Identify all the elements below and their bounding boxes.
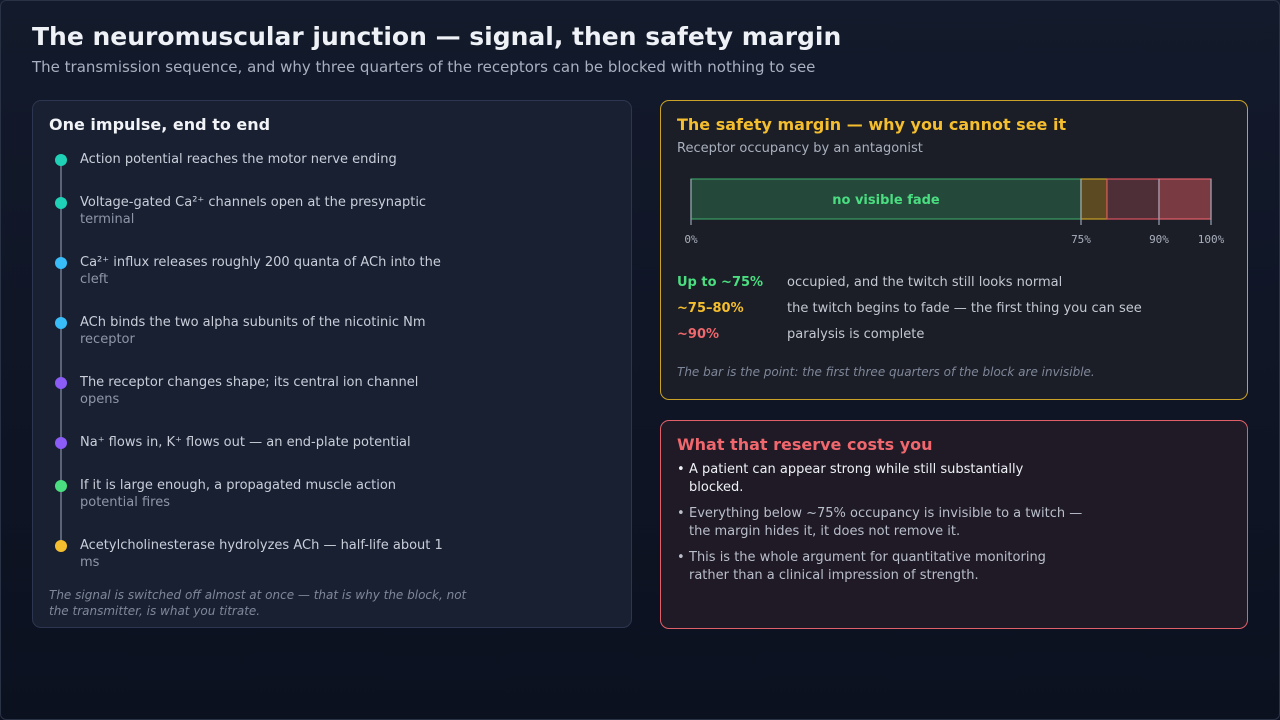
step-dot [55, 480, 67, 492]
step-line: If it is large enough, a propagated musc… [80, 478, 397, 493]
legend-description: the twitch begins to fade — the first th… [787, 301, 1142, 316]
occupancy-segment [1080, 178, 1108, 220]
timeline-line [60, 159, 62, 543]
bullet-line: rather than a clinical impression of str… [689, 568, 979, 583]
step-line: Action potential reaches the motor nerve… [80, 152, 397, 167]
bullet-mark: • [677, 550, 685, 565]
bullet-line: A patient can appear strong while still … [689, 462, 1024, 477]
safety-title: The safety margin — why you cannot see i… [677, 115, 1067, 134]
legend-key: ~75–80% [677, 301, 744, 316]
step-dot [55, 377, 67, 389]
step-line-continued: receptor [80, 332, 135, 347]
step-line-continued: ms [80, 555, 100, 570]
occupancy-segment [1158, 178, 1212, 220]
sequence-note: The signal is switched off almost at onc… [49, 588, 467, 618]
legend-key: Up to ~75% [677, 275, 764, 290]
step-dot [55, 317, 67, 329]
sequence-title: One impulse, end to end [49, 115, 271, 134]
step-line: The receptor changes shape; its central … [80, 375, 419, 390]
legend-description: paralysis is complete [787, 327, 925, 342]
step-dot [55, 437, 67, 449]
step-text: Ca²⁺ influx releases roughly 200 quanta … [80, 254, 455, 288]
occupancy-bar: no visible fade 0% 75% 90% 100% [684, 178, 1225, 246]
step-line: Na⁺ flows in, K⁺ flows out — an end-plat… [80, 435, 411, 450]
step-line: ACh binds the two alpha subunits of the … [80, 315, 426, 330]
bullet-line: Everything below ~75% occupancy is invis… [689, 506, 1083, 521]
step-text: The receptor changes shape; its central … [80, 374, 455, 408]
step-line-continued: opens [80, 392, 120, 407]
reserve-cost-card: What that reserve costs you • A patient c… [660, 420, 1248, 629]
cost-title: What that reserve costs you [677, 435, 933, 454]
step-text: Acetylcholinesterase hydrolyzes ACh — ha… [80, 537, 455, 571]
step-dot [55, 197, 67, 209]
bar-label: no visible fade [832, 193, 940, 208]
bullet-mark: • [677, 462, 685, 477]
bullet-line: blocked. [689, 480, 744, 495]
legend-key: ~90% [677, 327, 720, 342]
bullet-line: the margin hides it, it does not remove … [689, 524, 961, 539]
tick-label: 0% [684, 233, 698, 246]
step-text: Na⁺ flows in, K⁺ flows out — an end-plat… [80, 434, 455, 451]
page-title: The neuromuscular junction — signal, the… [32, 22, 842, 51]
step-line-continued: terminal [80, 212, 135, 227]
step-line: Ca²⁺ influx releases roughly 200 quanta … [80, 255, 441, 270]
step-dot [55, 257, 67, 269]
bullet-mark: • [677, 506, 685, 521]
step-dot [55, 540, 67, 552]
legend-description: occupied, and the twitch still looks nor… [787, 275, 1063, 290]
cost-bullet: • This is the whole argument for quantita… [677, 549, 1097, 585]
step-line-continued: potential fires [80, 495, 170, 510]
step-line: Acetylcholinesterase hydrolyzes ACh — ha… [80, 538, 443, 553]
step-line-continued: cleft [80, 272, 109, 287]
step-text: If it is large enough, a propagated musc… [80, 477, 455, 511]
step-line: Voltage-gated Ca²⁺ channels open at the … [80, 195, 427, 210]
tick-label: 75% [1071, 233, 1091, 246]
bullet-line: This is the whole argument for quantitat… [689, 550, 1046, 565]
tick-label: 100% [1198, 233, 1225, 246]
step-text: Action potential reaches the motor nerve… [80, 151, 455, 168]
occupancy-segment [1106, 178, 1160, 220]
safety-margin-card: The safety margin — why you cannot see i… [660, 100, 1248, 400]
cost-bullet: • A patient can appear strong while still… [677, 461, 1097, 497]
step-text: ACh binds the two alpha subunits of the … [80, 314, 455, 348]
safety-note: The bar is the point: the first three qu… [677, 365, 1095, 379]
page-subtitle: The transmission sequence, and why three… [32, 58, 816, 76]
cost-bullet: • Everything below ~75% occupancy is invi… [677, 505, 1097, 541]
sequence-card: One impulse, end to end Action potential… [32, 100, 632, 628]
tick-label: 90% [1149, 233, 1169, 246]
step-dot [55, 154, 67, 166]
step-text: Voltage-gated Ca²⁺ channels open at the … [80, 194, 455, 228]
safety-subtitle: Receptor occupancy by an antagonist [677, 141, 923, 156]
